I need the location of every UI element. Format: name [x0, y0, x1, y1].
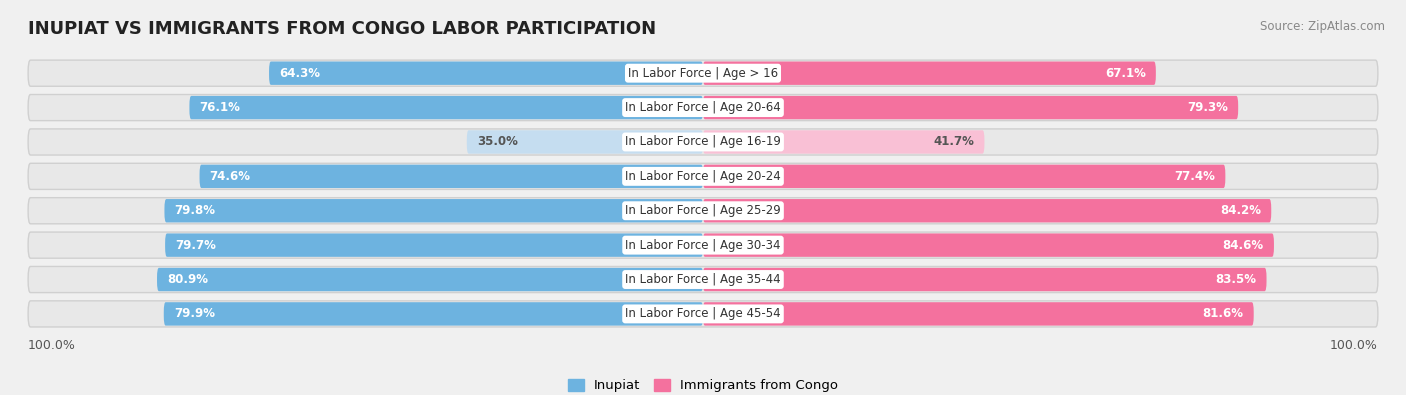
Text: 80.9%: 80.9% [167, 273, 208, 286]
FancyBboxPatch shape [703, 96, 1239, 119]
FancyBboxPatch shape [28, 163, 1378, 190]
FancyBboxPatch shape [28, 301, 1378, 327]
Legend: Inupiat, Immigrants from Congo: Inupiat, Immigrants from Congo [562, 373, 844, 395]
Text: 79.3%: 79.3% [1187, 101, 1227, 114]
Text: 81.6%: 81.6% [1202, 307, 1243, 320]
Text: In Labor Force | Age > 16: In Labor Force | Age > 16 [628, 67, 778, 80]
Text: INUPIAT VS IMMIGRANTS FROM CONGO LABOR PARTICIPATION: INUPIAT VS IMMIGRANTS FROM CONGO LABOR P… [28, 19, 657, 38]
Text: 84.6%: 84.6% [1223, 239, 1264, 252]
FancyBboxPatch shape [703, 62, 1156, 85]
FancyBboxPatch shape [28, 60, 1378, 86]
Text: 79.9%: 79.9% [174, 307, 215, 320]
FancyBboxPatch shape [703, 233, 1274, 257]
FancyBboxPatch shape [703, 268, 1267, 291]
FancyBboxPatch shape [163, 302, 703, 325]
Text: 100.0%: 100.0% [28, 339, 76, 352]
FancyBboxPatch shape [190, 96, 703, 119]
Text: 74.6%: 74.6% [209, 170, 250, 183]
FancyBboxPatch shape [157, 268, 703, 291]
FancyBboxPatch shape [703, 199, 1271, 222]
FancyBboxPatch shape [28, 198, 1378, 224]
Text: 41.7%: 41.7% [934, 135, 974, 149]
Text: In Labor Force | Age 20-64: In Labor Force | Age 20-64 [626, 101, 780, 114]
Text: In Labor Force | Age 45-54: In Labor Force | Age 45-54 [626, 307, 780, 320]
Text: 67.1%: 67.1% [1105, 67, 1146, 80]
FancyBboxPatch shape [165, 199, 703, 222]
FancyBboxPatch shape [703, 165, 1226, 188]
FancyBboxPatch shape [269, 62, 703, 85]
Text: 83.5%: 83.5% [1215, 273, 1257, 286]
Text: In Labor Force | Age 25-29: In Labor Force | Age 25-29 [626, 204, 780, 217]
Text: In Labor Force | Age 20-24: In Labor Force | Age 20-24 [626, 170, 780, 183]
Text: In Labor Force | Age 35-44: In Labor Force | Age 35-44 [626, 273, 780, 286]
FancyBboxPatch shape [28, 129, 1378, 155]
Text: 76.1%: 76.1% [200, 101, 240, 114]
Text: In Labor Force | Age 16-19: In Labor Force | Age 16-19 [626, 135, 780, 149]
FancyBboxPatch shape [200, 165, 703, 188]
Text: Source: ZipAtlas.com: Source: ZipAtlas.com [1260, 20, 1385, 33]
Text: 100.0%: 100.0% [1330, 339, 1378, 352]
FancyBboxPatch shape [28, 267, 1378, 293]
FancyBboxPatch shape [28, 232, 1378, 258]
Text: 77.4%: 77.4% [1174, 170, 1215, 183]
Text: 35.0%: 35.0% [477, 135, 517, 149]
FancyBboxPatch shape [703, 302, 1254, 325]
FancyBboxPatch shape [165, 233, 703, 257]
Text: In Labor Force | Age 30-34: In Labor Force | Age 30-34 [626, 239, 780, 252]
FancyBboxPatch shape [467, 130, 703, 154]
FancyBboxPatch shape [703, 130, 984, 154]
Text: 84.2%: 84.2% [1220, 204, 1261, 217]
Text: 79.8%: 79.8% [174, 204, 215, 217]
Text: 79.7%: 79.7% [176, 239, 217, 252]
FancyBboxPatch shape [28, 94, 1378, 120]
Text: 64.3%: 64.3% [280, 67, 321, 80]
